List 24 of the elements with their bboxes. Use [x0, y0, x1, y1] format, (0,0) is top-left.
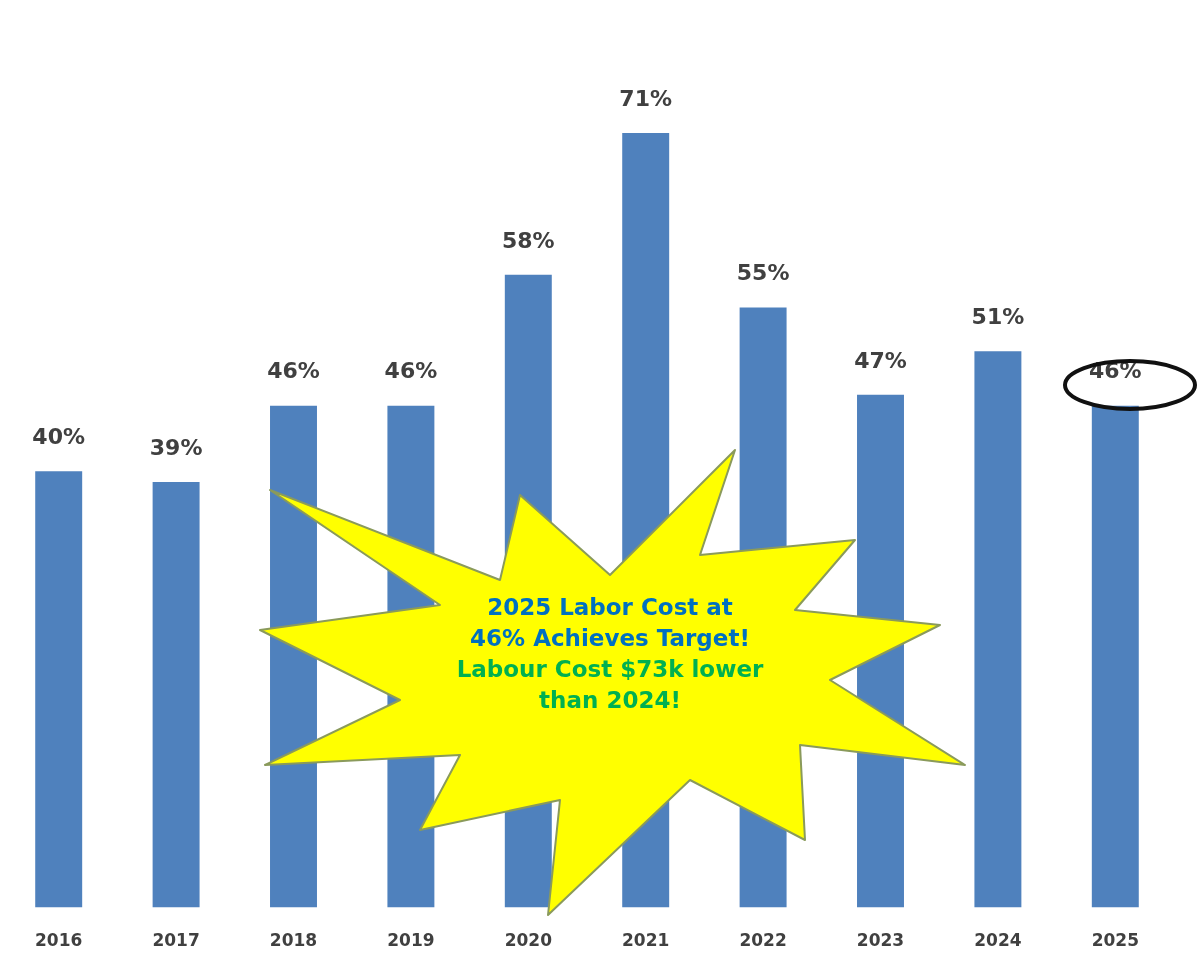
annotation: Labour Cost $73k lower than 2024! [455, 655, 765, 715]
data-label: 71% [619, 85, 673, 111]
data-label: 58% [501, 227, 555, 253]
x-tick-label: 2025 [1091, 930, 1139, 951]
x-tick-label: 2023 [856, 930, 905, 951]
x-tick-label: 2017 [152, 930, 200, 951]
x-tick-label: 2020 [504, 930, 553, 951]
data-label: 55% [736, 260, 790, 286]
x-tick-label: 2016 [35, 930, 83, 951]
x-tick-label: 2024 [974, 930, 1022, 951]
x-tick-label: 2022 [739, 930, 787, 951]
x-tick-label: 2018 [269, 930, 318, 951]
bar [35, 471, 83, 908]
bar [152, 482, 200, 908]
data-label: 46% [384, 358, 438, 384]
bar [974, 351, 1022, 908]
data-label: 39% [149, 434, 203, 460]
annotation: 2025 Labor Cost at 46% Achieves Target! [470, 593, 750, 653]
data-label: 51% [971, 303, 1025, 329]
x-tick-label: 2021 [622, 930, 670, 951]
x-tick-label: 2019 [387, 930, 435, 951]
data-label: 47% [854, 347, 907, 373]
data-label: 40% [32, 423, 86, 449]
data-label: 46% [267, 358, 320, 384]
